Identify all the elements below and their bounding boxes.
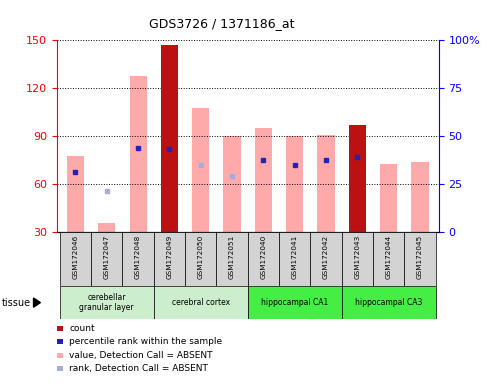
- Bar: [255, 128, 272, 232]
- FancyBboxPatch shape: [185, 232, 216, 286]
- Bar: [223, 136, 241, 232]
- Bar: [411, 162, 428, 232]
- FancyBboxPatch shape: [216, 232, 248, 286]
- Text: GSM172041: GSM172041: [292, 235, 298, 279]
- Polygon shape: [34, 298, 40, 307]
- FancyBboxPatch shape: [373, 232, 404, 286]
- Text: value, Detection Call = ABSENT: value, Detection Call = ABSENT: [69, 351, 212, 360]
- Text: GSM172050: GSM172050: [198, 235, 204, 279]
- Bar: [161, 45, 178, 232]
- FancyBboxPatch shape: [154, 232, 185, 286]
- Bar: [67, 156, 84, 232]
- FancyBboxPatch shape: [311, 232, 342, 286]
- Text: GSM172051: GSM172051: [229, 235, 235, 279]
- Text: GSM172044: GSM172044: [386, 235, 391, 279]
- Text: cerebral cortex: cerebral cortex: [172, 298, 230, 307]
- Bar: [380, 164, 397, 232]
- FancyBboxPatch shape: [60, 286, 154, 319]
- Text: GDS3726 / 1371186_at: GDS3726 / 1371186_at: [149, 17, 295, 30]
- Text: hippocampal CA3: hippocampal CA3: [355, 298, 423, 307]
- FancyBboxPatch shape: [279, 232, 311, 286]
- Text: GSM172048: GSM172048: [135, 235, 141, 279]
- Bar: [286, 136, 303, 232]
- FancyBboxPatch shape: [342, 232, 373, 286]
- FancyBboxPatch shape: [154, 286, 248, 319]
- Text: GSM172043: GSM172043: [354, 235, 360, 279]
- Text: GSM172045: GSM172045: [417, 235, 423, 279]
- Text: GSM172049: GSM172049: [167, 235, 173, 279]
- Bar: [317, 135, 335, 232]
- Bar: [192, 108, 210, 232]
- Text: GSM172046: GSM172046: [72, 235, 78, 279]
- FancyBboxPatch shape: [248, 232, 279, 286]
- Text: percentile rank within the sample: percentile rank within the sample: [69, 337, 222, 346]
- Bar: [349, 125, 366, 232]
- FancyBboxPatch shape: [248, 286, 342, 319]
- Text: hippocampal CA1: hippocampal CA1: [261, 298, 328, 307]
- Bar: [98, 223, 115, 232]
- Text: rank, Detection Call = ABSENT: rank, Detection Call = ABSENT: [69, 364, 208, 373]
- Text: count: count: [69, 324, 95, 333]
- FancyBboxPatch shape: [404, 232, 436, 286]
- Text: tissue: tissue: [1, 298, 31, 308]
- Text: GSM172042: GSM172042: [323, 235, 329, 279]
- FancyBboxPatch shape: [60, 232, 91, 286]
- Bar: [130, 76, 147, 232]
- FancyBboxPatch shape: [122, 232, 154, 286]
- Text: cerebellar
granular layer: cerebellar granular layer: [79, 293, 134, 312]
- FancyBboxPatch shape: [91, 232, 122, 286]
- FancyBboxPatch shape: [342, 286, 436, 319]
- Text: GSM172040: GSM172040: [260, 235, 266, 279]
- Text: GSM172047: GSM172047: [104, 235, 110, 279]
